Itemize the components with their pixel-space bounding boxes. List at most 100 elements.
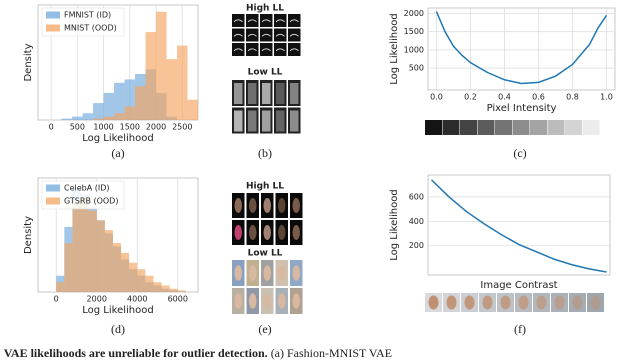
thumbnail	[232, 28, 245, 42]
panel-label: (b)	[258, 146, 272, 160]
histogram-bar	[103, 116, 115, 120]
contrast-face	[572, 295, 583, 310]
intensity-swatch	[425, 120, 442, 135]
legend-swatch	[46, 11, 60, 19]
histogram-bar	[153, 282, 162, 292]
histogram-bar	[145, 32, 157, 120]
thumbnail-shape	[248, 110, 257, 132]
histogram-bar	[169, 288, 178, 292]
thumbnail	[246, 28, 259, 42]
thumbnail-face	[292, 265, 300, 281]
histogram-bar	[80, 197, 89, 292]
histogram-bar	[93, 118, 104, 120]
thumbnail-shape	[289, 33, 299, 37]
contrast-face	[587, 293, 604, 312]
thumbnail-shape	[261, 33, 271, 37]
x-tick-label: 0.8	[566, 93, 579, 102]
thumbnail-shape	[275, 33, 285, 37]
panel-heading: High LL	[246, 4, 284, 14]
histogram-bar	[161, 285, 170, 292]
plot-area	[427, 174, 611, 276]
histogram-bar	[114, 113, 125, 120]
legend-label: GTSRB (OOD)	[64, 197, 118, 206]
contrast-face	[518, 295, 529, 310]
histogram-bar	[61, 118, 73, 120]
y-tick-label: 600	[409, 192, 424, 201]
histogram-bar	[56, 282, 65, 292]
thumbnail-face	[249, 265, 257, 281]
thumbnail-face	[234, 225, 242, 240]
thumbnail	[274, 28, 287, 42]
x-tick-label: 0.4	[498, 93, 511, 102]
intensity-swatch	[495, 120, 512, 135]
thumbnail-face	[292, 293, 300, 309]
thumbnail-shape	[233, 33, 243, 37]
histogram-bar	[145, 275, 154, 292]
intensity-swatch	[530, 120, 547, 135]
histogram-bar	[156, 11, 167, 120]
intensity-swatch	[582, 120, 600, 135]
x-tick-label: 6000	[168, 295, 188, 304]
thumbnail	[274, 14, 287, 27]
histogram-bar	[135, 86, 146, 120]
histogram-bar	[166, 59, 178, 120]
intensity-swatch	[512, 120, 530, 135]
thumbnail	[288, 28, 301, 42]
contrast-face	[464, 295, 475, 310]
thumbnail-face	[263, 265, 271, 281]
histogram-bar	[64, 243, 73, 292]
thumbnail-face	[292, 225, 300, 240]
thumbnail-face	[249, 198, 257, 213]
legend-swatch	[46, 24, 60, 32]
thumbnail-face	[278, 265, 286, 281]
x-axis-label: Pixel Intensity	[487, 103, 557, 114]
contrast-face	[536, 295, 547, 310]
thumbnail-shape	[289, 48, 299, 52]
legend-swatch	[46, 197, 60, 205]
histogram-bar	[93, 103, 104, 120]
x-tick-label: 500	[70, 123, 85, 132]
thumbnail-face	[234, 198, 242, 213]
panel-label: (c)	[513, 146, 526, 160]
intensity-swatch	[565, 120, 582, 135]
thumbnail-shape	[290, 83, 299, 104]
thumbnail-face	[234, 293, 242, 309]
histogram-bar	[88, 210, 97, 292]
x-tick-label: 1.0	[600, 93, 613, 102]
thumbnail-shape	[247, 33, 257, 37]
histogram-bar	[177, 45, 188, 120]
thumbnail-face	[263, 198, 271, 213]
thumbnail-shape	[262, 110, 271, 132]
y-tick-label: 200	[409, 241, 424, 250]
x-tick-label: 0.2	[464, 93, 477, 102]
y-axis-label: Density	[23, 43, 34, 81]
intensity-swatch	[442, 120, 460, 135]
histogram-bar	[104, 230, 113, 292]
histogram-bar	[137, 269, 146, 292]
x-axis-label: Image Contrast	[480, 280, 557, 291]
caption-bold: : VAE likelihoods are unreliable for out…	[0, 346, 268, 360]
thumbnail-face	[249, 225, 257, 240]
legend: FMNIST (ID) MNIST (OOD)	[41, 7, 125, 37]
thumbnail	[246, 14, 259, 27]
x-tick-label: 2500	[172, 123, 192, 132]
thumbnail	[274, 43, 287, 56]
histogram-bar	[112, 243, 122, 292]
histogram-bar	[114, 82, 125, 120]
thumbnail-shape	[290, 110, 299, 132]
histogram-bar	[124, 79, 136, 120]
x-tick-label: 0.0	[430, 93, 443, 102]
histogram-bar	[96, 220, 105, 292]
x-axis-label: Log Likelihood	[82, 305, 153, 316]
intensity-swatch	[460, 120, 477, 135]
histogram-bar	[129, 262, 138, 292]
thumbnail	[288, 14, 301, 27]
thumbnail-shape	[262, 83, 271, 104]
thumbnail-shape	[247, 19, 257, 23]
thumbnail	[232, 43, 245, 56]
contrast-face	[446, 295, 457, 310]
thumbnail-face	[234, 265, 242, 281]
panel-heading: Low LL	[248, 249, 283, 259]
histogram-bar	[121, 252, 130, 292]
